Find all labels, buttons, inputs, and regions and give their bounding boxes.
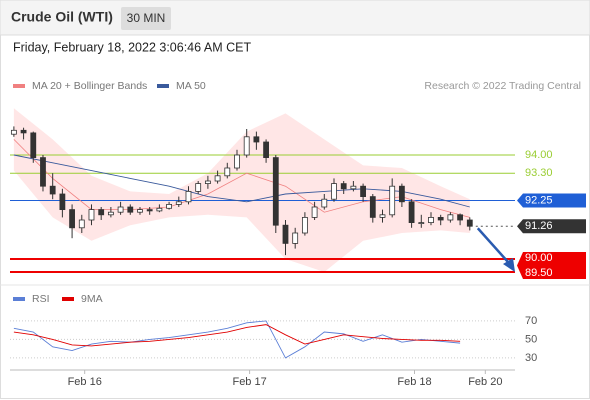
candle-body: [175, 201, 182, 205]
candle-body: [292, 232, 299, 244]
candle-body: [59, 193, 66, 210]
candle-body: [340, 183, 347, 190]
candle-body: [408, 201, 415, 224]
candle-body: [243, 136, 250, 156]
y-tick-label: 30: [525, 352, 537, 364]
candle-body: [49, 185, 56, 195]
x-tick-label: Feb 17: [232, 376, 266, 388]
projection-arrowhead: [503, 258, 515, 272]
candle-body: [398, 185, 405, 203]
candle-body: [78, 219, 85, 229]
legend-swatch: [62, 297, 74, 301]
candle-body: [137, 209, 143, 213]
candle-body: [321, 198, 328, 208]
date: Friday, February 18, 2022 3:06:46 AM CET: [13, 40, 251, 54]
candle-body: [360, 185, 366, 197]
legend-label: MA 50: [176, 80, 206, 92]
candle-body: [282, 224, 289, 244]
level-label: 92.25: [525, 194, 553, 206]
header-bar: [0, 0, 590, 35]
candle-body: [204, 180, 211, 184]
chart-title: Crude Oil (WTI): [11, 9, 113, 25]
candle-body: [369, 196, 376, 218]
candle-body: [166, 203, 172, 209]
level-label: 90.00: [525, 252, 553, 264]
candle-body: [272, 157, 279, 226]
candle-body: [379, 214, 386, 218]
level-box: [517, 193, 586, 208]
x-tick-label: Feb 16: [68, 376, 102, 388]
candle-body: [20, 129, 27, 134]
x-tick-label: Feb 18: [397, 376, 431, 388]
candle-body: [107, 211, 114, 216]
legend-swatch: [13, 84, 25, 88]
interval-badge: [121, 7, 171, 30]
rsi-line: [13, 320, 461, 359]
candle-body: [428, 216, 434, 223]
legend-label: RSI: [32, 293, 50, 305]
interval: 30 MIN: [127, 11, 166, 25]
candle-body: [185, 190, 192, 203]
candle-body: [447, 214, 454, 221]
candle-body: [98, 209, 105, 216]
candle-body: [263, 141, 269, 158]
candle-body: [10, 129, 17, 135]
level-label: 94.00: [525, 149, 553, 161]
legend-label: MA 20 + Bollinger Bands: [32, 80, 147, 92]
candle-body: [69, 209, 75, 229]
candle-body: [117, 206, 124, 213]
level-label: 91.26: [525, 220, 553, 232]
level-box: [517, 219, 586, 234]
legend-swatch: [157, 84, 169, 88]
candle-body: [311, 206, 318, 218]
candle-body: [331, 183, 337, 200]
candle-body: [457, 214, 463, 221]
candle-body: [30, 132, 37, 158]
projection-arrow: [476, 227, 509, 263]
level-label: 89.50: [525, 267, 553, 279]
candle-body: [88, 209, 95, 221]
candle-body: [466, 219, 473, 227]
candle-body: [389, 185, 396, 216]
candle-body: [350, 185, 357, 190]
level-label: 93.30: [525, 167, 553, 179]
rsi-line: [13, 324, 461, 347]
candle-body: [301, 216, 308, 234]
candle-body: [418, 222, 425, 225]
candle-body: [40, 157, 46, 187]
candle-body: [224, 167, 231, 177]
y-tick-label: 70: [525, 315, 537, 327]
credit: Research © 2022 Trading Central: [424, 80, 581, 92]
bollinger-band: [13, 108, 470, 272]
candle-body: [214, 175, 221, 182]
candle-body: [195, 183, 202, 192]
candle-body: [437, 216, 444, 221]
candle-body: [127, 206, 134, 213]
legend-swatch: [13, 297, 25, 301]
candle-body: [234, 154, 240, 169]
legend-label: 9MA: [81, 293, 103, 305]
y-tick-label: 50: [525, 333, 537, 345]
candle-body: [146, 209, 153, 212]
candle-body: [156, 207, 163, 212]
candle-body: [253, 136, 260, 143]
level-box: [517, 252, 586, 279]
x-tick-label: Feb 20: [468, 376, 502, 388]
